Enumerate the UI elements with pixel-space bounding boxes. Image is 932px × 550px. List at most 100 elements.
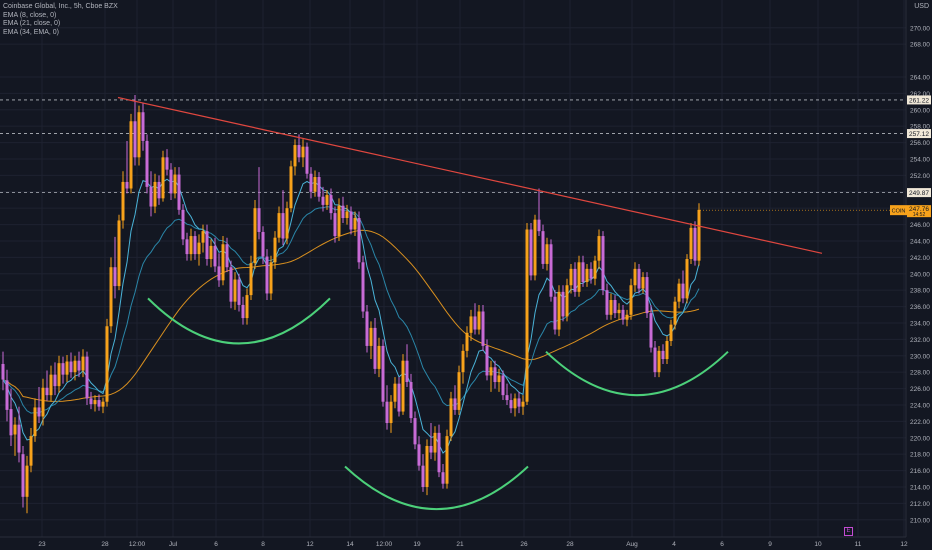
rounding-bottom-arc — [147, 297, 331, 345]
candle-body — [45, 387, 49, 396]
candle-body — [337, 205, 341, 237]
candle-body — [301, 146, 305, 158]
y-tick-label: 224.00 — [910, 402, 930, 409]
candle-body — [161, 157, 165, 199]
candle-body — [565, 285, 569, 317]
candle-body — [489, 367, 493, 376]
candle-body — [681, 283, 685, 299]
candle-body — [293, 145, 297, 167]
ticker-badge — [890, 205, 907, 216]
candle-body — [209, 245, 213, 260]
candle-body — [573, 268, 577, 292]
y-tick-label: 220.00 — [910, 435, 930, 442]
candle-body — [29, 436, 33, 466]
y-tick-label: 252.00 — [910, 173, 930, 180]
y-tick-label: 242.00 — [910, 255, 930, 262]
candle-body — [525, 229, 529, 402]
y-tick-label: 226.00 — [910, 386, 930, 393]
rounding-bottom-arc — [545, 350, 729, 397]
candle-body — [285, 208, 289, 239]
candle-body — [189, 236, 193, 255]
candle-body — [441, 472, 445, 484]
x-axis-background — [0, 537, 932, 550]
legend-ema8[interactable]: EMA (8, close, 0) — [3, 11, 57, 19]
candle-body — [297, 145, 301, 158]
candle-body — [469, 316, 473, 333]
x-tick-label: 12 — [306, 541, 314, 548]
resistance-trendline — [117, 96, 823, 254]
candle-body — [457, 372, 461, 410]
candle-body — [269, 262, 273, 294]
candle-body — [97, 400, 101, 407]
candle-body — [237, 279, 241, 305]
candle-body — [617, 309, 621, 314]
candle-body — [365, 311, 369, 346]
candle-body — [109, 267, 113, 327]
y-tick-label: 210.00 — [910, 517, 930, 524]
candle-body — [625, 314, 629, 320]
y-tick-label: 270.00 — [910, 25, 930, 32]
candle-body — [5, 380, 9, 410]
candle-body — [261, 231, 265, 257]
candle-body — [465, 332, 469, 351]
candle-body — [685, 259, 689, 299]
legend-ema34[interactable]: EMA (34, EMA, 0) — [3, 28, 60, 36]
y-tick-label: 240.00 — [910, 271, 930, 278]
event-marker-icon[interactable]: E — [844, 527, 853, 536]
chart-drawings — [117, 96, 823, 511]
current-price-countdown: 14:52 — [913, 212, 926, 218]
x-tick-label: 21 — [456, 541, 464, 548]
level-badge — [907, 188, 931, 198]
y-tick-label: 214.00 — [910, 484, 930, 491]
candle-body — [201, 231, 205, 243]
level-badge — [907, 95, 931, 105]
candle-body — [169, 169, 173, 194]
candle-body — [461, 350, 465, 373]
candle-body — [661, 350, 665, 360]
candle-body — [393, 383, 397, 402]
candles — [1, 95, 701, 514]
candle-body — [529, 229, 533, 276]
candle-body — [561, 291, 565, 317]
candle-body — [65, 361, 69, 375]
candle-body — [177, 174, 181, 210]
candle-body — [57, 363, 61, 387]
candle-body — [445, 436, 449, 484]
candle-body — [289, 166, 293, 209]
y-tick-label: 218.00 — [910, 452, 930, 459]
candle-body — [629, 285, 633, 315]
y-tick-label: 212.00 — [910, 501, 930, 508]
currency-label[interactable]: USD — [914, 3, 929, 10]
candle-body — [449, 398, 453, 437]
candle-body — [645, 277, 649, 314]
chart-legend[interactable]: Coinbase Global, Inc., 5h, Cboe BZX EMA … — [3, 3, 118, 37]
candle-body — [437, 432, 441, 473]
candle-body — [353, 218, 357, 230]
legend-ema21[interactable]: EMA (21, close, 0) — [3, 20, 61, 27]
candle-body — [553, 296, 557, 330]
candle-body — [317, 177, 321, 197]
candle-body — [413, 418, 417, 445]
candle-body — [581, 262, 585, 282]
candle-body — [373, 327, 377, 369]
candle-body — [545, 244, 549, 264]
x-tick-label: 26 — [520, 541, 528, 548]
candle-body — [669, 324, 673, 342]
x-tick-label: 6 — [720, 541, 724, 548]
candle-body — [277, 213, 281, 238]
candle-body — [197, 242, 201, 255]
candle-body — [533, 219, 537, 276]
candle-body — [181, 209, 185, 240]
current-price-label: 247.76 — [909, 206, 929, 213]
candle-body — [425, 445, 429, 487]
candle-body — [653, 347, 657, 373]
candle-body — [121, 181, 125, 221]
candle-body — [253, 208, 257, 264]
candle-body — [33, 407, 37, 437]
x-axis: 23 28 12:00 Jul 6 8 12 14 12:00 19 21 26 28 Aug 4 6 9 10 1… — [0, 536, 932, 550]
y-tick-label: 216.00 — [910, 468, 930, 475]
candle-body — [537, 219, 541, 232]
candle-body — [321, 196, 325, 205]
